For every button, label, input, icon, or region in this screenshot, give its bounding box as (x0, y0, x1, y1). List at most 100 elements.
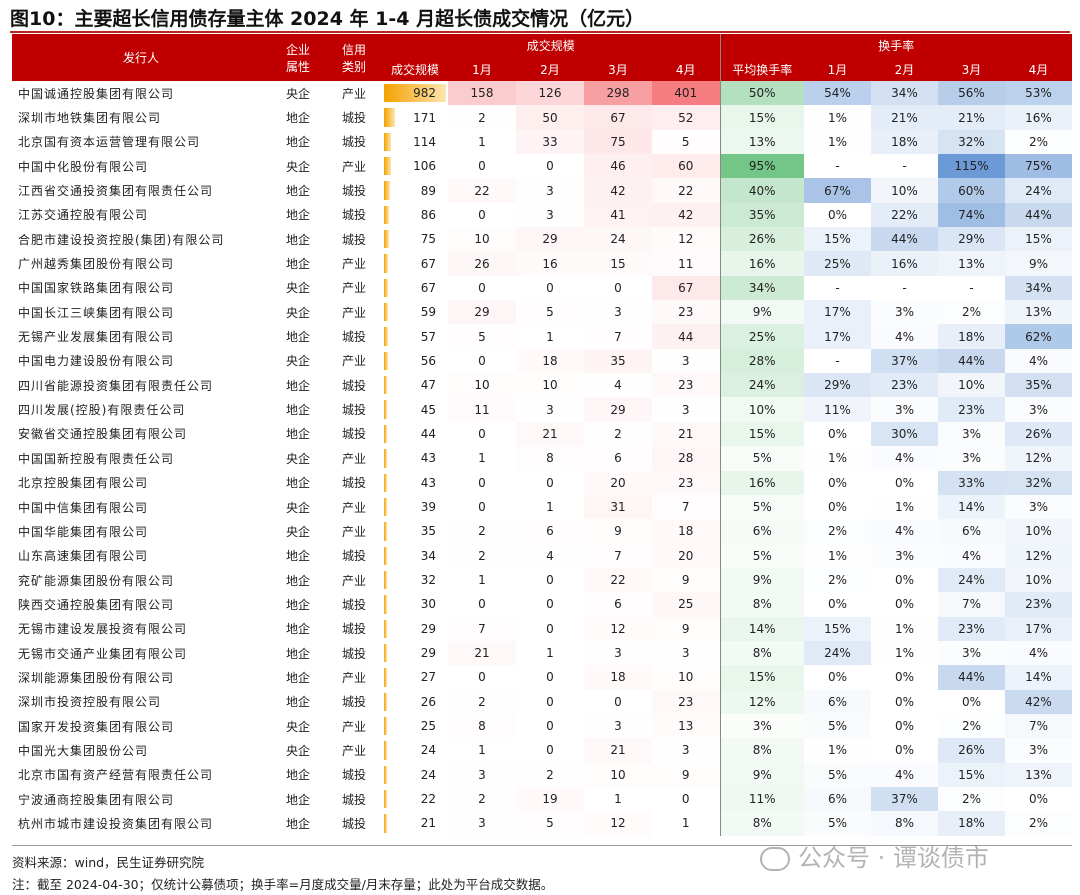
volume-total: 106 (382, 154, 448, 178)
table-row: 北京市国有资产经营有限责任公司 地企 城投 24 3 2 10 9 9% 5% 4% 15% 13% (12, 762, 1072, 787)
avg-turnover: 8% (719, 592, 804, 617)
volume-total-bar (384, 327, 388, 346)
turnover-month-4: 4% (1005, 348, 1072, 374)
volume-month-4: 23 (652, 300, 720, 325)
turnover-month-2: 0% (871, 470, 938, 495)
volume-total: 67 (382, 251, 448, 275)
turnover-month-4: 2% (1005, 129, 1072, 155)
volume-total-value: 39 (420, 500, 436, 515)
credit-type: 城投 (341, 403, 366, 418)
enterprise-nature: 地企 (285, 670, 310, 685)
avg-turnover: 35% (719, 202, 804, 228)
volume-total-value: 86 (420, 207, 436, 222)
volume-total-bar (384, 595, 387, 614)
header-volume-group: 成交规模 (382, 34, 720, 58)
credit-type: 城投 (341, 768, 366, 783)
turnover-month-1: 29% (804, 373, 871, 398)
turnover-month-3: 4% (938, 543, 1005, 568)
issuer-name: 江苏交通控股有限公司 (18, 208, 149, 223)
issuer-name: 北京控股集团有限公司 (18, 476, 149, 491)
volume-total-value: 67 (420, 280, 436, 295)
issuer-name: 中国光大集团股份公司 (18, 743, 149, 758)
turnover-month-2: 34% (871, 81, 938, 106)
turnover-month-3: 23% (938, 397, 1005, 422)
volume-month-3: 21 (584, 738, 652, 763)
issuer-name: 广州越秀集团股份有限公司 (18, 257, 175, 272)
turnover-month-1: 2% (804, 519, 871, 544)
volume-total: 32 (382, 568, 448, 592)
volume-month-4: 5 (652, 129, 720, 155)
volume-total-bar (384, 570, 387, 590)
volume-month-1: 2 (448, 105, 516, 130)
turnover-month-1: 1% (804, 129, 871, 155)
volume-month-1: 10 (448, 227, 516, 252)
volume-month-4: 1 (652, 811, 720, 836)
volume-month-2: 5 (516, 811, 584, 836)
header-vol-month-3: 3月 (584, 57, 652, 81)
volume-total: 57 (382, 324, 448, 348)
volume-month-2: 0 (516, 738, 584, 763)
turnover-month-3: 23% (938, 616, 1005, 641)
table-row: 山东高速集团有限公司 地企 城投 34 2 4 7 20 5% 1% 3% 4% 12% (12, 543, 1072, 568)
turnover-month-2: 44% (871, 227, 938, 252)
credit-type: 城投 (341, 184, 366, 199)
avg-turnover: 28% (719, 348, 804, 374)
turnover-month-4: 0% (1005, 786, 1072, 812)
enterprise-nature: 地企 (285, 768, 310, 783)
turnover-month-4: 3% (1005, 494, 1072, 520)
volume-total-bar (384, 449, 387, 468)
volume-month-2: 18 (516, 348, 584, 374)
enterprise-nature: 央企 (285, 451, 310, 466)
table-row: 中国中信集团有限公司 央企 产业 39 0 1 31 7 5% 0% 1% 14% 3% (12, 494, 1072, 520)
turnover-month-2: 0% (871, 713, 938, 739)
volume-total: 171 (382, 105, 448, 129)
enterprise-nature: 央企 (285, 354, 310, 369)
turnover-month-4: 13% (1005, 300, 1072, 325)
issuer-name: 四川省能源投资集团有限责任公司 (18, 378, 214, 393)
volume-month-1: 0 (448, 665, 516, 690)
volume-total-value: 57 (420, 329, 436, 344)
issuer-name: 北京市国有资产经营有限责任公司 (18, 768, 214, 783)
volume-total-value: 43 (420, 451, 436, 466)
volume-month-1: 2 (448, 543, 516, 568)
volume-total: 43 (382, 446, 448, 470)
enterprise-nature: 央企 (285, 86, 310, 101)
volume-month-1: 3 (448, 762, 516, 787)
table-row: 北京控股集团有限公司 地企 城投 43 0 0 20 23 16% 0% 0% 33% 32% (12, 470, 1072, 495)
credit-type: 产业 (341, 719, 366, 734)
volume-total-value: 59 (420, 305, 436, 320)
volume-total: 27 (382, 665, 448, 689)
volume-total: 67 (382, 276, 448, 300)
turnover-month-4: 62% (1005, 324, 1072, 349)
volume-month-2: 0 (516, 154, 584, 179)
volume-total-bar (384, 132, 392, 152)
volume-total-value: 106 (413, 159, 436, 174)
turnover-month-1: 1% (804, 446, 871, 471)
turnover-month-3: 18% (938, 324, 1005, 349)
enterprise-nature: 地企 (285, 792, 310, 807)
avg-turnover: 9% (719, 762, 804, 787)
turnover-month-3: 2% (938, 713, 1005, 739)
volume-month-4: 42 (652, 202, 720, 228)
enterprise-nature: 地企 (285, 646, 310, 661)
turnover-month-3: 33% (938, 470, 1005, 495)
volume-month-3: 3 (584, 713, 652, 739)
avg-turnover: 16% (719, 470, 804, 495)
volume-total-value: 45 (420, 402, 436, 417)
avg-turnover: 26% (719, 227, 804, 252)
volume-month-2: 50 (516, 105, 584, 130)
turnover-month-2: 18% (871, 129, 938, 155)
volume-total-value: 75 (420, 232, 436, 247)
enterprise-nature: 地企 (285, 476, 310, 491)
issuer-name: 深圳市地铁集团有限公司 (18, 111, 162, 126)
volume-month-4: 13 (652, 713, 720, 739)
credit-type: 产业 (341, 257, 366, 272)
avg-turnover: 15% (719, 421, 804, 447)
table-row: 无锡市建设发展投资有限公司 地企 城投 29 7 0 12 9 14% 15% 1% 23% 17% (12, 616, 1072, 641)
turnover-month-2: 1% (871, 640, 938, 666)
volume-total-bar (384, 400, 387, 419)
volume-month-1: 0 (448, 470, 516, 495)
credit-type: 产业 (341, 743, 366, 758)
credit-type: 产业 (341, 354, 366, 369)
turnover-month-2: 4% (871, 324, 938, 349)
